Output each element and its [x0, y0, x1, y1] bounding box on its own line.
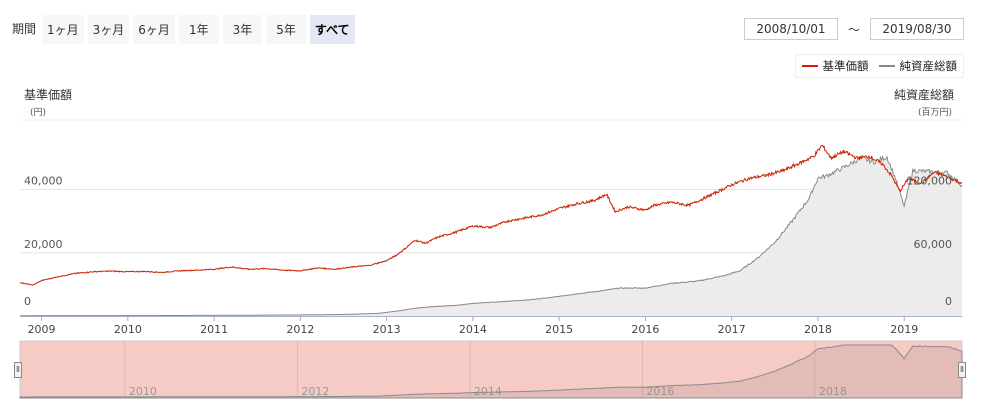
- navigator-series: [19, 344, 963, 399]
- right-axis-unit: (百万円): [917, 108, 952, 118]
- legend-swatch-assets: [878, 65, 895, 67]
- navigator-label-2010: 2010: [129, 385, 157, 398]
- date-to-input[interactable]: 2019/08/30: [870, 18, 964, 40]
- assets-line: [20, 154, 963, 317]
- legend-swatch-nav: [801, 65, 818, 67]
- navigator-left-handle[interactable]: Ⅱ: [14, 362, 22, 378]
- navigator-label-2018: 2018: [819, 385, 847, 398]
- left-axis-title: 基準価額: [24, 88, 73, 102]
- nav-line: [19, 144, 963, 286]
- navigator-label-2016: 2016: [646, 385, 674, 398]
- period-button-1m[interactable]: 1ヶ月: [42, 14, 84, 44]
- y-right-tick-label-0: 0: [945, 295, 952, 308]
- navigator-label-2014: 2014: [474, 385, 502, 398]
- label-layer: 2009 2010 2011 2012 2013 2014 2015 2016 2017 2018…: [24, 175, 952, 336]
- x-tick-label-2018: 2018: [804, 323, 832, 336]
- x-tick-label-2009: 2009: [28, 323, 56, 336]
- x-tick-label-2015: 2015: [545, 323, 573, 336]
- range-navigator[interactable]: 2010 2012 2014 2016 2018: [19, 340, 963, 399]
- legend-label-nav: 基準価額: [822, 59, 869, 73]
- x-tick-label-2019: 2019: [890, 323, 918, 336]
- period-button-3m[interactable]: 3ヶ月: [87, 14, 130, 44]
- period-label: 期間: [12, 21, 37, 36]
- navigator-selection: [19, 340, 963, 399]
- x-tick-label-2014: 2014: [459, 323, 487, 336]
- period-button-6m[interactable]: 6ヶ月: [133, 14, 175, 44]
- period-selector: 期間 1ヶ月 3ヶ月 6ヶ月 1年 3年 5年 すべて: [12, 14, 359, 44]
- chart-legend: 基準価額 純資産総額: [794, 54, 964, 78]
- left-axis-unit: (円): [30, 108, 47, 118]
- assets-area: [20, 156, 962, 316]
- legend-item-assets[interactable]: 純資産総額: [878, 58, 958, 74]
- line-layer: [19, 144, 963, 317]
- date-separator: ～: [847, 22, 860, 37]
- date-range: 2008/10/01 ～ 2019/08/30: [743, 18, 964, 40]
- x-tick-label-2013: 2013: [373, 323, 401, 336]
- period-button-1y[interactable]: 1年: [178, 14, 219, 44]
- navigator-right-handle[interactable]: Ⅱ: [958, 362, 966, 378]
- period-button-3y[interactable]: 3年: [222, 14, 263, 44]
- x-tick-label-2016: 2016: [631, 323, 659, 336]
- area-layer: [20, 156, 962, 316]
- y-right-tick-label-1: 60,000: [914, 238, 953, 251]
- legend-item-nav[interactable]: 基準価額: [801, 58, 869, 74]
- x-tick-label-2012: 2012: [286, 323, 314, 336]
- y-left-tick-label-2: 40,000: [24, 175, 63, 188]
- y-left-tick-label-0: 0: [24, 295, 31, 308]
- y-left-tick-label-1: 20,000: [24, 238, 63, 251]
- navigator-label-2012: 2012: [301, 385, 329, 398]
- right-axis-title: 純資産総額: [893, 88, 954, 102]
- x-tick-label-2017: 2017: [718, 323, 746, 336]
- date-from-input[interactable]: 2008/10/01: [743, 18, 838, 40]
- period-button-5y[interactable]: 5年: [266, 14, 306, 44]
- y-right-tick-label-2: 120,000: [907, 175, 953, 188]
- period-button-all[interactable]: すべて: [309, 14, 355, 44]
- x-tick-label-2011: 2011: [200, 323, 228, 336]
- x-tick-label-2010: 2010: [114, 323, 142, 336]
- legend-label-assets: 純資産総額: [899, 59, 958, 73]
